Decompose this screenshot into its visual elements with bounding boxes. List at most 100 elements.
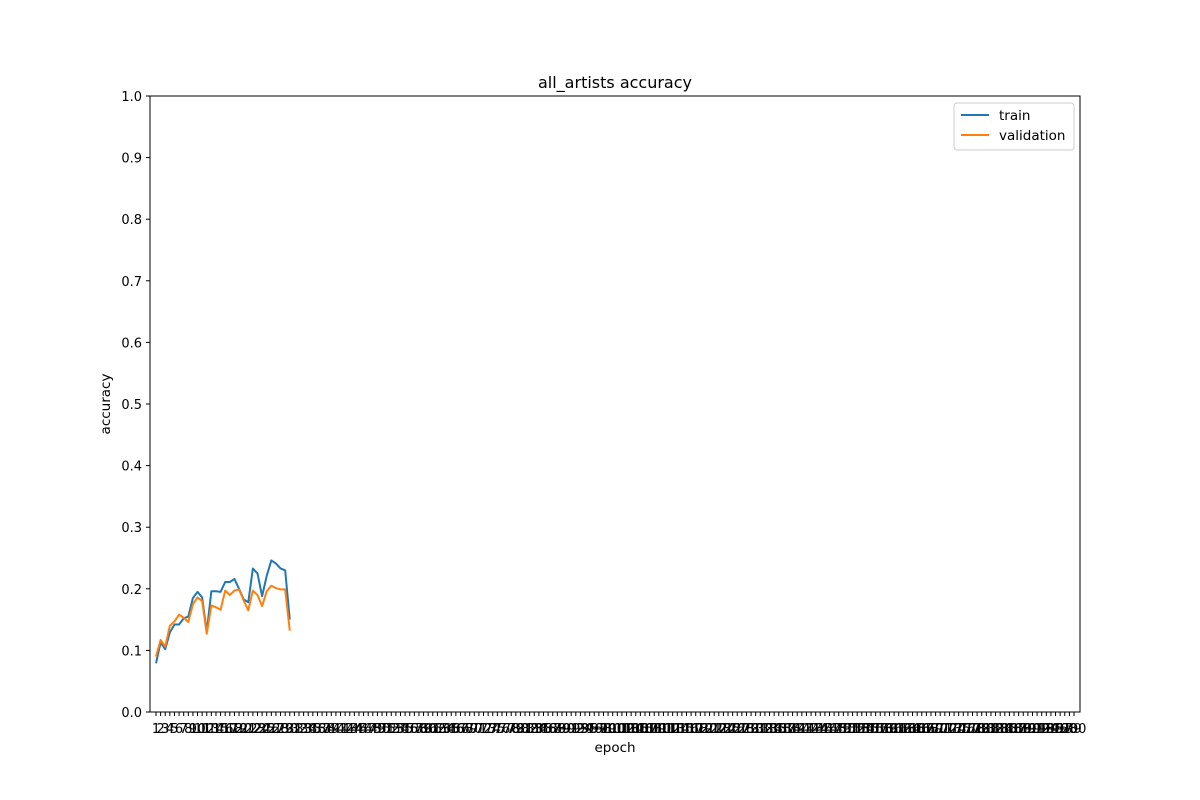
x-tick-label: 33: [295, 722, 312, 737]
x-tick-label: 10: [189, 722, 206, 737]
y-tick-label: 0.6: [121, 336, 142, 351]
y-axis: 0.0 0.1 0.2 0.3 0.4 0.5 0.6 0.7 0.8 0.9 1.0: [121, 90, 150, 721]
x-tick-label: 52: [383, 722, 400, 737]
x-tick-label: 189: [1011, 722, 1036, 737]
x-tick-label: 121: [697, 722, 722, 737]
x-tick-label: 153: [845, 722, 870, 737]
x-tick-label: 80: [512, 722, 529, 737]
series-line-validation: [155, 584, 291, 657]
x-tick-label: 9: [189, 722, 197, 737]
x-tick-label: 79: [508, 722, 525, 737]
x-tick-label: 144: [803, 722, 828, 737]
x-tick-label: 42: [337, 722, 354, 737]
x-tick-label: 191: [1020, 722, 1045, 737]
x-tick-label: 39: [323, 722, 340, 737]
legend: train validation: [953, 102, 1075, 151]
x-tick-label: 98: [595, 722, 612, 737]
x-tick-label: 85: [535, 722, 552, 737]
x-tick-label: 82: [521, 722, 538, 737]
x-tick-label: 58: [411, 722, 428, 737]
x-tick-label: 14: [208, 722, 225, 737]
x-tick-label: 183: [983, 722, 1008, 737]
x-tick-label: 2: [156, 722, 164, 737]
x-tick-label: 175: [946, 722, 971, 737]
x-tick-label: 110: [646, 722, 671, 737]
x-tick-label: 145: [808, 722, 833, 737]
x-tick-label: 178: [960, 722, 985, 737]
x-tick-label: 16: [217, 722, 234, 737]
x-tick-label: 120: [693, 722, 718, 737]
x-tick-label: 49: [369, 722, 386, 737]
x-tick-label: 20: [235, 722, 252, 737]
x-tick-label: 118: [683, 722, 708, 737]
x-tick-label: 168: [914, 722, 939, 737]
x-tick-label: 200: [1062, 722, 1087, 737]
x-tick-label: 146: [812, 722, 837, 737]
x-tick-label: 102: [610, 722, 635, 737]
x-tick-label: 138: [776, 722, 801, 737]
y-tick-label: 0.5: [121, 398, 142, 413]
x-tick-label: 148: [822, 722, 847, 737]
x-tick-label: 99: [600, 722, 617, 737]
y-tick-label: 0.0: [121, 706, 142, 721]
x-tick-label: 48: [365, 722, 382, 737]
x-tick-label: 108: [637, 722, 662, 737]
x-tick-label: 40: [328, 722, 345, 737]
x-tick-label: 171: [928, 722, 953, 737]
x-tick-label: 51: [378, 722, 395, 737]
x-axis-label: epoch: [594, 740, 635, 756]
x-tick-label: 83: [526, 722, 543, 737]
x-tick-label: 38: [318, 722, 335, 737]
x-tick-label: 161: [882, 722, 907, 737]
x-tick-label: 19: [231, 722, 248, 737]
x-tick-label: 177: [955, 722, 980, 737]
x-tick-label: 140: [785, 722, 810, 737]
x-tick-label: 176: [951, 722, 976, 737]
x-tick-label: 75: [489, 722, 506, 737]
x-tick-label: 24: [254, 722, 271, 737]
x-tick-label: 129: [734, 722, 759, 737]
x-tick-label: 172: [932, 722, 957, 737]
x-tick-label: 57: [406, 722, 423, 737]
x-tick-label: 186: [997, 722, 1022, 737]
x-tick-label: 169: [919, 722, 944, 737]
x-tick-label: 181: [974, 722, 999, 737]
x-tick-label: 50: [374, 722, 391, 737]
x-tick-label: 23: [249, 722, 266, 737]
x-tick-label: 115: [669, 722, 694, 737]
x-tick-label: 173: [937, 722, 962, 737]
x-tick-label: 30: [282, 722, 299, 737]
x-tick-label: 104: [619, 722, 644, 737]
x-tick-label: 127: [725, 722, 750, 737]
x-tick-label: 107: [633, 722, 658, 737]
x-tick-label: 160: [877, 722, 902, 737]
x-tick-label: 65: [443, 722, 460, 737]
legend-label-validation: validation: [999, 128, 1065, 144]
x-tick-label: 109: [642, 722, 667, 737]
x-tick-label: 105: [623, 722, 648, 737]
x-tick-label: 6: [175, 722, 183, 737]
plot-area: [149, 95, 1081, 713]
x-tick-label: 44: [346, 722, 363, 737]
x-tick-label: 157: [863, 722, 888, 737]
x-tick-label: 73: [480, 722, 497, 737]
y-tick-label: 0.2: [121, 583, 142, 598]
x-tick-label: 89: [554, 722, 571, 737]
x-tick-label: 196: [1043, 722, 1068, 737]
x-tick-label: 74: [484, 722, 501, 737]
x-tick-label: 194: [1034, 722, 1059, 737]
x-tick-label: 135: [762, 722, 787, 737]
y-tick-label: 0.1: [121, 644, 142, 659]
x-tick-label: 87: [544, 722, 561, 737]
x-tick-label: 45: [351, 722, 368, 737]
x-tick-label: 164: [896, 722, 921, 737]
x-tick-label: 162: [886, 722, 911, 737]
y-tick-label: 0.9: [121, 152, 142, 167]
x-tick-label: 21: [240, 722, 257, 737]
x-tick-label: 137: [771, 722, 796, 737]
x-tick-label: 37: [314, 722, 331, 737]
x-tick-label: 163: [891, 722, 916, 737]
x-tick-label: 67: [452, 722, 469, 737]
x-tick-label: 156: [859, 722, 884, 737]
x-tick-label: 26: [263, 722, 280, 737]
